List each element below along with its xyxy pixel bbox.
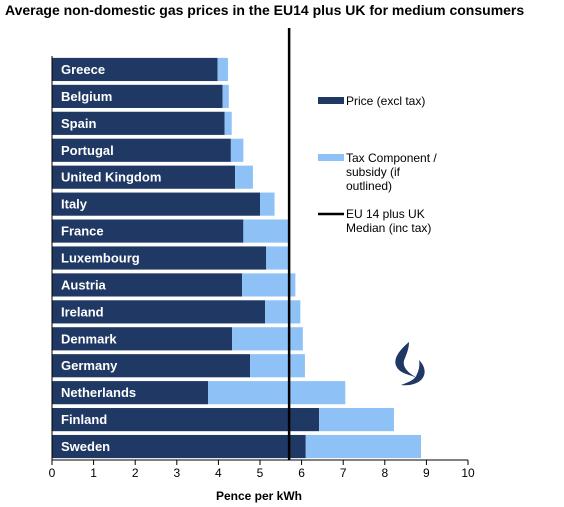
bar-price bbox=[52, 354, 251, 378]
bar-price bbox=[52, 300, 265, 324]
bar-tax bbox=[305, 434, 421, 459]
bar-tax bbox=[232, 327, 303, 351]
x-tick-label: 4 bbox=[215, 466, 222, 480]
category-label: Denmark bbox=[61, 331, 117, 346]
legend-label: Median (inc tax) bbox=[346, 221, 431, 235]
bar-tax bbox=[242, 273, 296, 297]
bar-tax bbox=[250, 354, 305, 378]
x-tick-label: 9 bbox=[423, 466, 430, 480]
gas-flame-icon bbox=[395, 342, 425, 386]
bar-price bbox=[52, 138, 231, 162]
bar-price bbox=[52, 165, 236, 189]
category-label: Spain bbox=[61, 116, 96, 131]
bar-tax bbox=[217, 57, 228, 82]
category-label: Netherlands bbox=[61, 385, 136, 400]
legend-label: Price (excl tax) bbox=[346, 94, 425, 108]
x-tick-label: 10 bbox=[461, 466, 475, 480]
x-tick-label: 7 bbox=[340, 466, 347, 480]
legend-label: Tax Component / bbox=[346, 151, 437, 165]
bar-price bbox=[52, 381, 208, 405]
category-label: Ireland bbox=[61, 304, 104, 319]
bar-price bbox=[52, 192, 260, 216]
legend-label: outlined) bbox=[346, 179, 392, 193]
bar-tax bbox=[260, 192, 275, 216]
legend-label: EU 14 plus UK bbox=[346, 207, 425, 221]
category-label: Germany bbox=[61, 358, 118, 373]
bar-price bbox=[52, 219, 244, 243]
category-label: Greece bbox=[61, 62, 105, 77]
category-label: Italy bbox=[61, 197, 88, 212]
category-label: Belgium bbox=[61, 89, 112, 104]
bar-tax bbox=[230, 138, 244, 162]
bar-price bbox=[52, 57, 218, 82]
bar-price bbox=[52, 84, 223, 108]
bar-price bbox=[52, 327, 233, 351]
bar-tax bbox=[319, 408, 394, 432]
bar-price bbox=[52, 246, 267, 270]
bar-price bbox=[52, 273, 243, 297]
bar-tax bbox=[243, 219, 290, 243]
bar-tax bbox=[208, 381, 346, 405]
x-tick-label: 6 bbox=[298, 466, 305, 480]
bar-tax bbox=[224, 111, 232, 135]
x-tick-label: 1 bbox=[90, 466, 97, 480]
bar-price bbox=[52, 111, 225, 135]
x-tick-label: 3 bbox=[173, 466, 180, 480]
category-label: Luxembourg bbox=[61, 251, 140, 266]
x-axis-title: Pence per kWh bbox=[216, 489, 302, 503]
legend-swatch-tax bbox=[318, 154, 344, 161]
category-label: Sweden bbox=[61, 439, 110, 454]
chart-title: Average non-domestic gas prices in the E… bbox=[5, 2, 525, 18]
bar-price bbox=[52, 408, 320, 432]
bar-price bbox=[52, 434, 306, 459]
x-tick-label: 8 bbox=[381, 466, 388, 480]
legend-label: subsidy (if bbox=[346, 165, 401, 179]
category-label: Finland bbox=[61, 412, 107, 427]
x-tick-label: 0 bbox=[49, 466, 56, 480]
x-tick-label: 5 bbox=[257, 466, 264, 480]
category-label: United Kingdom bbox=[61, 170, 161, 185]
bar-tax bbox=[264, 300, 301, 324]
category-label: Austria bbox=[61, 277, 107, 292]
bar-tax bbox=[222, 84, 229, 108]
bar-tax bbox=[235, 165, 253, 189]
category-label: Portugal bbox=[61, 143, 114, 158]
bar-tax bbox=[266, 246, 290, 270]
legend-swatch-price bbox=[318, 97, 344, 104]
x-tick-label: 2 bbox=[132, 466, 139, 480]
category-label: France bbox=[61, 224, 104, 239]
